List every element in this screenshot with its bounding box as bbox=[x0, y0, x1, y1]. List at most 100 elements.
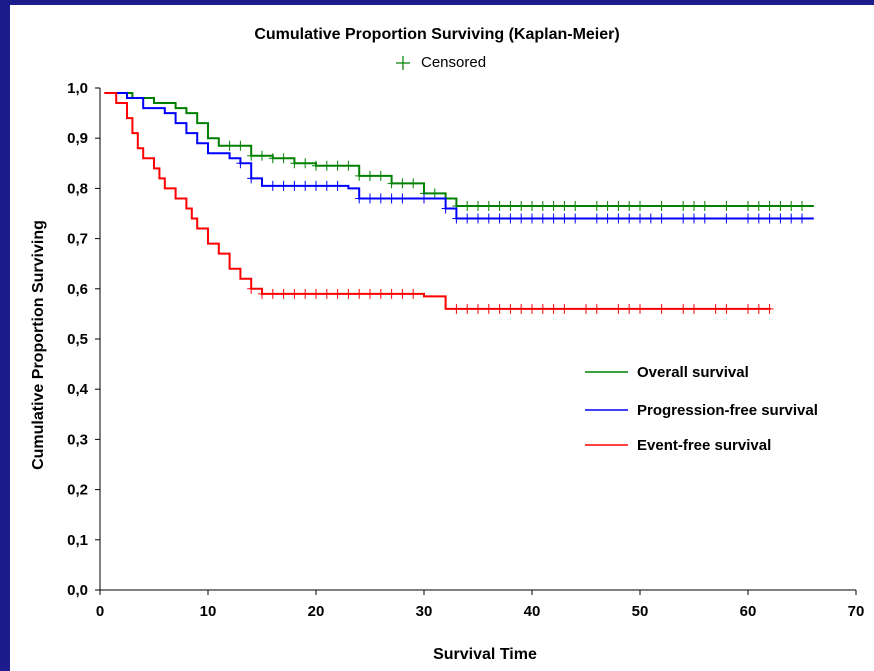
x-tick-label-3: 30 bbox=[416, 603, 433, 620]
progression-free-survival-censor-mark-13 bbox=[398, 193, 407, 204]
overall-survival-censor-mark-29 bbox=[538, 200, 547, 211]
event-free-survival-censor-mark-31 bbox=[636, 303, 644, 314]
overall-survival-censor-mark-26 bbox=[506, 200, 515, 211]
y-tick-label-0: 0,0 bbox=[67, 582, 88, 599]
overall-survival-censor-mark-31 bbox=[560, 200, 569, 211]
overall-survival-censor-mark-5 bbox=[279, 153, 288, 164]
overall-survival-censor-mark-8 bbox=[312, 160, 320, 171]
progression-free-survival-censor-mark-22 bbox=[517, 213, 526, 224]
y-tick-label-3: 0,3 bbox=[67, 431, 88, 448]
y-tick-label-9: 0,9 bbox=[67, 130, 88, 147]
y-tick-label-8: 0,8 bbox=[67, 180, 88, 197]
overall-survival-censor-mark-22 bbox=[463, 200, 472, 211]
progression-free-survival-censor-mark-10 bbox=[366, 193, 374, 204]
event-free-survival-censor-mark-22 bbox=[517, 303, 526, 314]
event-free-survival-censor-mark-0 bbox=[247, 283, 256, 294]
progression-free-survival-censor-mark-39 bbox=[744, 213, 752, 224]
progression-free-survival-censor-mark-18 bbox=[474, 213, 482, 224]
event-free-survival-censor-mark-16 bbox=[452, 303, 461, 314]
progression-free-survival-censor-mark-1 bbox=[247, 173, 256, 184]
event-free-survival-censor-mark-21 bbox=[506, 303, 515, 314]
progression-free-survival-censor-mark-29 bbox=[603, 213, 612, 224]
event-free-survival-line bbox=[104, 92, 771, 310]
overall-survival-censor-mark-4 bbox=[268, 153, 277, 164]
overall-survival-censor-mark-14 bbox=[376, 170, 385, 181]
progression-free-survival-censor-mark-34 bbox=[657, 213, 666, 224]
progression-free-survival-censor-mark-4 bbox=[290, 180, 299, 191]
overall-survival-censor-mark-33 bbox=[592, 200, 601, 211]
censored-legend-label: Censored bbox=[421, 54, 486, 71]
event-free-survival-censor-mark-2 bbox=[268, 288, 277, 299]
x-axis-title: Survival Time bbox=[433, 646, 537, 663]
progression-free-survival-censor-mark-28 bbox=[592, 213, 601, 224]
overall-survival-censor-mark-2 bbox=[247, 150, 256, 161]
progression-free-survival-censor-mark-0 bbox=[236, 158, 245, 169]
event-free-survival-censor-mark-34 bbox=[690, 303, 698, 314]
y-tick-label-7: 0,7 bbox=[67, 231, 88, 248]
event-free-survival-censor-mark-8 bbox=[333, 288, 342, 299]
overall-survival-censor-mark-0 bbox=[225, 140, 234, 151]
x-tick-label-7: 70 bbox=[848, 603, 865, 620]
y-tick-label-6: 0,6 bbox=[67, 281, 88, 298]
overall-survival-censor-mark-11 bbox=[344, 160, 353, 171]
overall-survival-censor-mark-37 bbox=[636, 200, 644, 211]
event-free-survival-censor-mark-33 bbox=[679, 303, 688, 314]
x-tick-label-4: 40 bbox=[524, 603, 541, 620]
progression-free-survival-censor-mark-23 bbox=[528, 213, 536, 224]
progression-free-survival-censor-mark-40 bbox=[754, 213, 763, 224]
event-free-survival-censor-mark-20 bbox=[495, 303, 504, 314]
event-free-survival-censor-mark-39 bbox=[765, 303, 774, 314]
event-free-survival-censor-mark-38 bbox=[754, 303, 763, 314]
event-free-survival-censor-mark-15 bbox=[409, 288, 418, 299]
progression-free-survival-censor-mark-15 bbox=[441, 203, 450, 214]
progression-free-survival-censor-mark-3 bbox=[279, 180, 288, 191]
event-free-survival-censor-mark-36 bbox=[722, 303, 731, 314]
event-free-survival-censor-mark-23 bbox=[528, 303, 536, 314]
event-free-survival-censor-mark-26 bbox=[560, 303, 569, 314]
progression-free-survival-censor-mark-9 bbox=[355, 193, 364, 204]
event-free-survival-censor-mark-29 bbox=[614, 303, 623, 314]
progression-free-survival-censor-mark-35 bbox=[679, 213, 688, 224]
progression-free-survival-censor-mark-38 bbox=[722, 213, 731, 224]
overall-survival-censor-mark-42 bbox=[722, 200, 731, 211]
event-free-survival-censor-mark-24 bbox=[538, 303, 547, 314]
overall-survival-censor-mark-38 bbox=[657, 200, 666, 211]
overall-survival-censor-mark-24 bbox=[484, 200, 493, 211]
overall-survival-censor-mark-34 bbox=[603, 200, 612, 211]
progression-free-survival-line bbox=[104, 92, 814, 220]
overall-survival-censor-mark-45 bbox=[765, 200, 774, 211]
progression-free-survival-censor-mark-33 bbox=[646, 213, 655, 224]
event-free-survival-censor-mark-19 bbox=[484, 303, 493, 314]
overall-survival-censor-mark-23 bbox=[474, 200, 482, 211]
overall-survival-censor-mark-3 bbox=[258, 150, 266, 161]
event-free-survival-censor-mark-28 bbox=[592, 303, 601, 314]
progression-free-survival-censor-mark-36 bbox=[690, 213, 698, 224]
overall-survival-censor-mark-36 bbox=[625, 200, 634, 211]
y-tick-label-1: 0,1 bbox=[67, 532, 88, 549]
progression-free-survival-censor-mark-19 bbox=[484, 213, 493, 224]
y-tick-label-4: 0,4 bbox=[67, 381, 89, 398]
overall-survival-censor-mark-17 bbox=[409, 178, 418, 189]
progression-free-survival-censor-mark-32 bbox=[636, 213, 644, 224]
overall-survival-censor-mark-25 bbox=[495, 200, 504, 211]
progression-free-survival-censor-mark-27 bbox=[571, 213, 580, 224]
overall-survival-censor-mark-48 bbox=[798, 200, 806, 211]
overall-survival-censor-mark-47 bbox=[787, 200, 796, 211]
x-tick-label-6: 60 bbox=[740, 603, 757, 620]
progression-free-survival-censor-mark-25 bbox=[549, 213, 558, 224]
progression-free-survival-censor-mark-21 bbox=[506, 213, 515, 224]
progression-free-survival-censor-mark-6 bbox=[312, 180, 320, 191]
event-free-survival-censor-mark-37 bbox=[744, 303, 752, 314]
y-tick-label-5: 0,5 bbox=[67, 331, 88, 348]
overall-survival-legend-label: Overall survival bbox=[637, 364, 749, 381]
progression-free-survival-censor-mark-42 bbox=[776, 213, 785, 224]
event-free-survival-censor-mark-3 bbox=[279, 288, 288, 299]
y-tick-label-10: 1,0 bbox=[67, 80, 88, 97]
overall-survival-censor-mark-43 bbox=[744, 200, 752, 211]
chart-panel bbox=[10, 5, 874, 671]
progression-free-survival-censor-mark-2 bbox=[268, 180, 277, 191]
event-free-survival-censor-mark-17 bbox=[463, 303, 472, 314]
event-free-survival-censor-mark-1 bbox=[258, 288, 266, 299]
progression-free-survival-censor-mark-30 bbox=[614, 213, 623, 224]
